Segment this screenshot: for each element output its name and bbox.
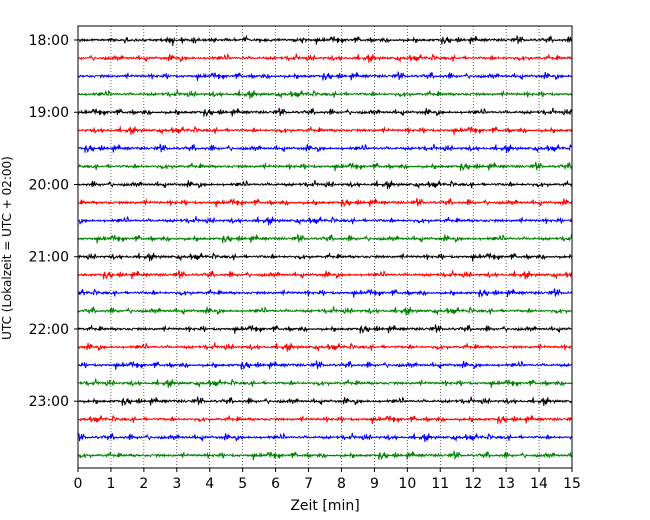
trace-1800	[77, 34, 573, 46]
x-axis-label: Zeit [min]	[290, 498, 359, 514]
x-tick-label: 4	[205, 476, 214, 492]
trace-2215	[77, 342, 573, 352]
x-tick-label: 1	[106, 476, 115, 492]
trace-2100	[77, 251, 573, 262]
trace-2230	[77, 359, 573, 370]
y-tick-label: 18:00	[29, 33, 69, 49]
y-tick-label: 19:00	[29, 105, 69, 121]
trace-2130	[77, 287, 573, 298]
trace-1945	[77, 161, 573, 172]
trace-1845	[77, 89, 573, 100]
x-tick-label: 12	[464, 476, 482, 492]
x-tick-label: 2	[139, 476, 148, 492]
trace-1815	[77, 53, 573, 63]
x-tick-label: 14	[530, 476, 548, 492]
trace-2000	[77, 179, 573, 190]
trace-2200	[77, 323, 573, 334]
x-tick-label: 9	[370, 476, 379, 492]
trace-2145	[77, 306, 573, 316]
x-axis-ticks: 0 1 2 3 4 5 6 7 8 9 10 11 12 13 14 15	[74, 468, 581, 492]
trace-1900	[77, 107, 573, 117]
trace-1915	[77, 125, 573, 136]
trace-2115	[77, 269, 573, 280]
trace-1930	[77, 143, 573, 154]
x-tick-label: 5	[238, 476, 247, 492]
x-tick-label: 6	[271, 476, 280, 492]
trace-2045	[77, 233, 573, 244]
y-tick-label: 21:00	[29, 250, 69, 266]
seismic-traces	[77, 34, 573, 461]
y-axis-label: UTC (Lokalzeit = UTC + 02:00)	[0, 156, 14, 340]
x-tick-label: 11	[431, 476, 449, 492]
y-tick-label: 22:00	[29, 322, 69, 338]
y-axis-ticks: 18:00 19:00 20:00 21:00 22:00 23:00	[29, 33, 78, 410]
trace-2030	[77, 215, 573, 226]
trace-2315	[77, 414, 573, 425]
x-tick-label: 13	[497, 476, 515, 492]
plot-frame	[77, 25, 573, 469]
y-tick-label: 23:00	[29, 394, 69, 410]
x-tick-label: 8	[337, 476, 346, 492]
x-tick-label: 0	[74, 476, 83, 492]
trace-2015	[77, 197, 573, 208]
x-tick-label: 7	[304, 476, 313, 492]
trace-2345	[77, 450, 573, 461]
trace-1830	[77, 70, 573, 81]
y-tick-label: 20:00	[29, 177, 69, 193]
trace-2300	[77, 395, 573, 406]
x-tick-label: 3	[172, 476, 181, 492]
trace-2330	[77, 432, 573, 443]
trace-2245	[77, 378, 573, 388]
x-tick-label: 15	[563, 476, 581, 492]
x-tick-label: 10	[398, 476, 416, 492]
